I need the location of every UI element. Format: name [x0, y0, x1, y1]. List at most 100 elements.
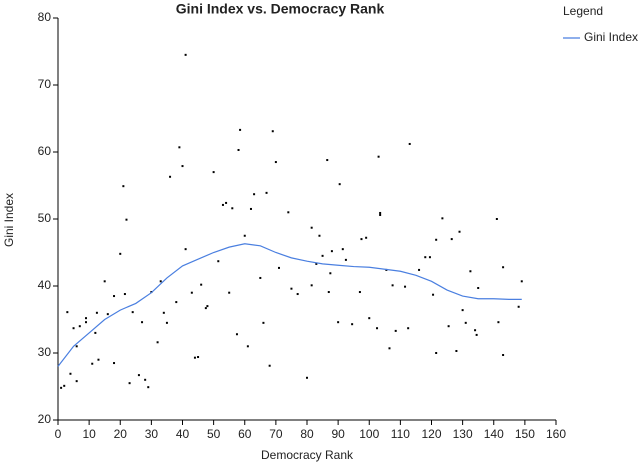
point	[318, 234, 321, 237]
point	[306, 376, 308, 379]
point	[296, 293, 299, 296]
point	[178, 146, 181, 149]
point	[368, 317, 371, 320]
point	[424, 256, 427, 259]
x-tick-label: 160	[546, 427, 566, 441]
point	[237, 148, 240, 151]
point	[72, 327, 75, 330]
point	[156, 341, 159, 344]
point	[193, 356, 196, 359]
point	[497, 321, 500, 324]
point	[502, 354, 505, 357]
point	[147, 386, 150, 389]
x-tick-label: 40	[176, 427, 190, 441]
point	[217, 260, 220, 263]
point	[253, 193, 256, 196]
point	[125, 218, 128, 221]
point	[128, 382, 131, 385]
point	[91, 362, 94, 365]
point	[441, 217, 444, 220]
point	[358, 291, 361, 294]
point	[495, 218, 498, 220]
legend-label: Gini Index	[584, 30, 638, 44]
point	[277, 266, 280, 269]
point	[341, 248, 344, 251]
point	[271, 130, 274, 133]
point	[428, 256, 431, 259]
chart-title: Gini Index vs. Democracy Rank	[176, 1, 385, 17]
legend-title: Legend	[563, 4, 603, 18]
point	[418, 268, 421, 271]
point	[221, 203, 224, 206]
point	[144, 378, 147, 381]
point	[113, 295, 116, 298]
point	[315, 262, 318, 265]
point	[321, 254, 324, 257]
point	[474, 329, 477, 332]
y-tick-label: 40	[38, 278, 52, 292]
point	[365, 236, 368, 239]
y-tick-label: 60	[38, 144, 52, 158]
point	[85, 317, 88, 320]
y-tick-label: 70	[38, 77, 52, 91]
x-tick-label: 30	[145, 427, 159, 441]
point	[435, 352, 438, 354]
x-tick-label: 130	[453, 427, 473, 441]
point	[181, 165, 184, 168]
point	[95, 311, 98, 314]
point	[246, 345, 249, 348]
point	[159, 280, 162, 283]
point	[94, 331, 97, 334]
point	[225, 201, 228, 204]
point	[231, 207, 234, 210]
point	[259, 276, 262, 279]
point	[330, 250, 333, 253]
point	[464, 321, 467, 324]
point	[435, 238, 438, 241]
point	[520, 280, 523, 283]
point	[351, 323, 354, 326]
point	[165, 321, 168, 324]
point	[469, 270, 472, 273]
point	[239, 128, 242, 131]
point	[329, 272, 332, 275]
point	[137, 374, 140, 377]
point	[268, 364, 271, 367]
point	[404, 285, 407, 288]
point	[97, 358, 100, 361]
point	[450, 238, 453, 241]
x-tick-label: 0	[55, 427, 62, 441]
y-tick-label: 80	[38, 10, 52, 24]
point	[432, 293, 435, 296]
point	[455, 349, 458, 352]
x-tick-label: 100	[359, 427, 379, 441]
point	[113, 362, 116, 365]
point	[379, 211, 382, 214]
point	[274, 161, 277, 164]
point	[200, 283, 203, 286]
point	[461, 309, 464, 312]
point	[344, 258, 347, 261]
point	[175, 301, 178, 304]
point	[327, 291, 330, 294]
point	[249, 207, 252, 210]
point	[377, 155, 380, 158]
point	[394, 329, 397, 332]
point	[475, 333, 478, 336]
point	[337, 321, 340, 324]
point	[360, 238, 363, 241]
y-tick-label: 50	[38, 211, 52, 225]
point	[69, 372, 72, 375]
y-axis-label: Gini Index	[2, 193, 16, 247]
point	[123, 293, 126, 296]
y-tick-label: 30	[38, 345, 52, 359]
point	[517, 305, 520, 308]
point	[447, 325, 450, 328]
point	[103, 280, 106, 283]
point	[310, 284, 313, 287]
x-tick-label: 80	[300, 427, 314, 441]
point	[119, 252, 122, 255]
point	[85, 321, 88, 324]
x-tick-label: 10	[82, 427, 96, 441]
